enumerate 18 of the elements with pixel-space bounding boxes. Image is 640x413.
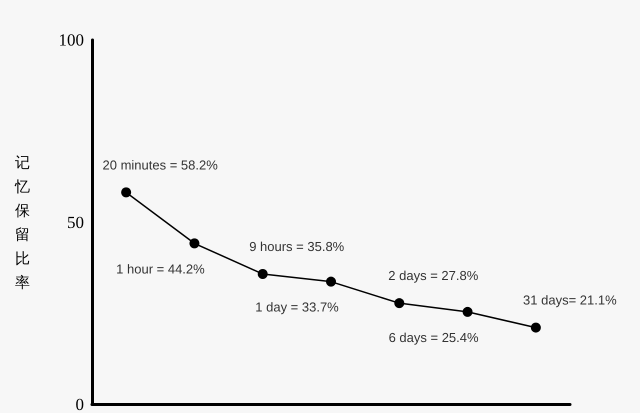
point — [121, 187, 132, 198]
data-label: 20 minutes = 58.2% — [102, 157, 218, 172]
data-label: 1 hour = 44.2% — [116, 261, 206, 276]
data-label: 1 day = 33.7% — [255, 300, 340, 315]
y-tick-label: 50 — [67, 212, 84, 232]
data-label: 31 days= 21.1% — [523, 292, 618, 308]
data-label: 9 hours = 35.8% — [249, 239, 345, 254]
point — [189, 238, 200, 248]
point — [258, 269, 268, 280]
point — [326, 276, 336, 287]
y-tick-label: 0 — [76, 395, 84, 413]
y-axis-title: 记忆保留比率 — [14, 153, 30, 292]
point — [462, 306, 473, 317]
point — [394, 298, 404, 308]
y-tick-label: 100 — [58, 30, 84, 50]
point — [530, 322, 541, 333]
data-label: 6 days = 25.4% — [388, 330, 479, 345]
data-label: 2 days = 27.8% — [388, 268, 479, 284]
